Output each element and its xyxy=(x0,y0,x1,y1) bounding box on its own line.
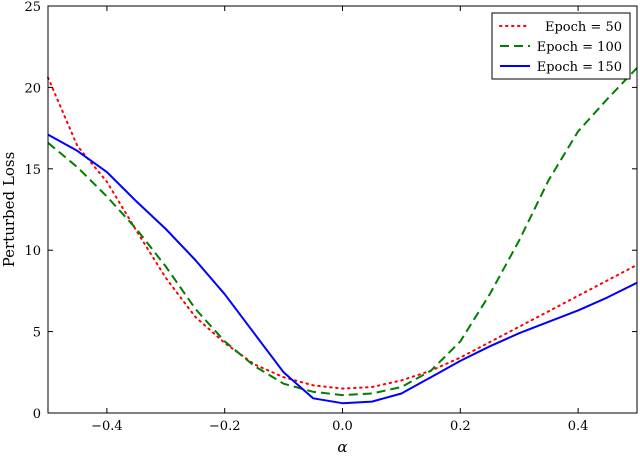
x-tick-label: 0.0 xyxy=(332,419,353,434)
legend: Epoch = 50 Epoch = 100 Epoch = 150 xyxy=(491,12,631,80)
x-tick-label: −0.4 xyxy=(91,419,123,434)
legend-label-1: Epoch = 50 xyxy=(545,20,622,35)
y-tick-label: 15 xyxy=(24,163,41,178)
y-tick-label: 25 xyxy=(24,0,41,15)
y-axis-label: Perturbed Loss xyxy=(0,152,18,268)
x-tick-label: 0.4 xyxy=(568,419,589,434)
legend-label-3: Epoch = 150 xyxy=(537,60,622,75)
series-line-3 xyxy=(47,133,638,405)
x-tick-label: 0.2 xyxy=(450,419,471,434)
legend-label-2: Epoch = 100 xyxy=(537,40,622,55)
series-line-1 xyxy=(47,76,638,390)
y-tick-label: 20 xyxy=(24,81,41,96)
y-tick-label: 10 xyxy=(24,244,41,259)
series-layer xyxy=(47,67,638,405)
y-tick-label: 5 xyxy=(33,326,41,341)
x-tick-label: −0.2 xyxy=(209,419,241,434)
ticks-layer: −0.4 −0.2 0.0 0.2 0.4 0 5 10 15 20 25 xyxy=(24,0,637,434)
x-axis-label: α xyxy=(337,438,347,456)
series-line-2 xyxy=(47,67,638,397)
y-tick-label: 0 xyxy=(33,407,41,422)
